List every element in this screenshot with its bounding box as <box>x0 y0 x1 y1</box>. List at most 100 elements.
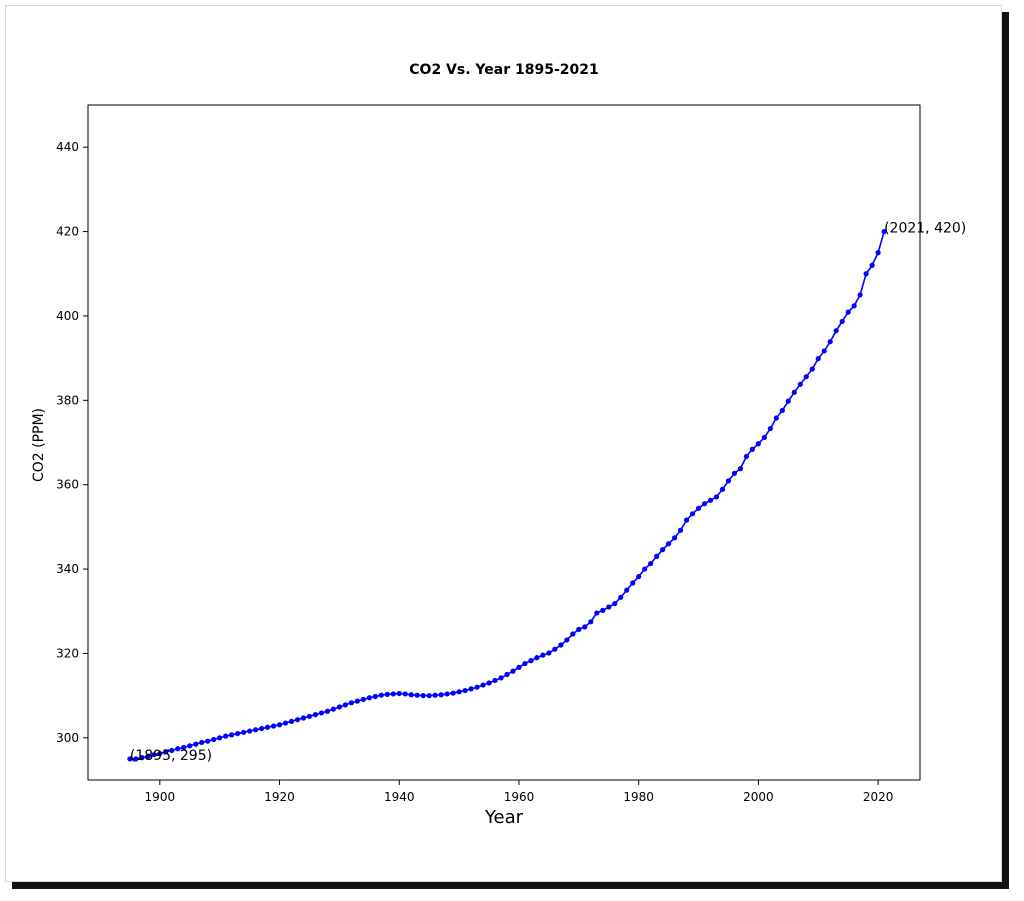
data-point <box>187 743 193 749</box>
data-point <box>312 712 319 718</box>
data-point <box>558 642 564 648</box>
y-tick-label: 420 <box>56 225 79 239</box>
point-annotation: (2021, 420) <box>884 221 966 237</box>
data-point <box>426 693 432 699</box>
annotations: (1895, 295) (2021, 420) <box>130 221 966 764</box>
y-tick-label: 360 <box>56 478 79 492</box>
data-point <box>785 398 791 404</box>
data-point <box>594 610 600 616</box>
data-point <box>654 553 660 560</box>
data-point <box>755 441 761 447</box>
x-tick-label: 1980 <box>623 790 654 804</box>
data-point <box>833 328 839 334</box>
data-point <box>169 747 175 754</box>
data-point <box>510 668 516 674</box>
data-point <box>677 527 684 533</box>
chart-title: CO2 Vs. Year 1895-2021 <box>409 62 598 78</box>
data-point <box>851 303 857 309</box>
data-point <box>205 738 211 744</box>
x-tick-label: 1900 <box>145 790 176 804</box>
data-point <box>402 691 408 697</box>
data-point <box>253 727 259 733</box>
y-tick-label: 300 <box>56 731 79 745</box>
data-point <box>223 733 229 739</box>
data-point <box>839 318 845 325</box>
data-point <box>354 698 360 704</box>
data-point <box>725 478 732 484</box>
co2-line-chart: CO2 Vs. Year 1895-2021 1900 1920 1940 1960 1… <box>31 62 966 828</box>
point-annotation: (1895, 295) <box>130 748 212 764</box>
data-point <box>869 262 875 268</box>
data-point <box>264 724 271 730</box>
data-point <box>241 729 247 735</box>
data-point <box>270 723 277 729</box>
data-point <box>396 690 402 697</box>
data-point <box>821 348 827 354</box>
data-point <box>181 744 187 751</box>
data-point <box>390 691 396 697</box>
y-axis-label: CO2 (PPM) <box>31 408 47 482</box>
data-point <box>342 702 348 708</box>
data-point <box>336 704 342 710</box>
data-point <box>127 756 133 762</box>
data-point <box>701 501 708 507</box>
data-point <box>468 686 474 692</box>
data-point <box>486 680 492 686</box>
data-point <box>683 517 690 523</box>
data-point <box>414 692 420 698</box>
data-point <box>791 389 797 395</box>
data-point <box>432 692 438 698</box>
x-tick-label: 1960 <box>504 790 535 804</box>
data-point <box>306 713 313 719</box>
data-point <box>875 250 881 256</box>
data-point <box>827 339 833 345</box>
data-point <box>462 687 468 694</box>
data-point <box>372 693 378 700</box>
data-point <box>456 689 462 695</box>
x-axis-label: Year <box>484 807 524 828</box>
data-point <box>642 566 648 572</box>
data-point <box>576 626 582 632</box>
data-point <box>803 374 809 380</box>
data-point <box>163 749 169 755</box>
data-point <box>522 660 528 667</box>
data-point <box>546 650 552 656</box>
data-point <box>588 619 594 625</box>
data-point <box>624 587 630 593</box>
data-point <box>480 682 486 688</box>
data-point <box>773 415 779 421</box>
y-tick-label: 340 <box>56 562 79 576</box>
y-axis: 300 320 340 360 380 400 420 440 <box>56 140 88 745</box>
data-point <box>444 691 450 697</box>
data-point <box>199 739 205 746</box>
co2-series-markers <box>127 228 887 762</box>
data-point <box>258 725 265 732</box>
data-point <box>492 677 498 684</box>
data-point <box>474 684 480 690</box>
plot-frame <box>87 104 921 781</box>
data-point <box>366 695 372 701</box>
data-point <box>498 675 504 681</box>
data-point <box>761 434 767 441</box>
data-point <box>618 594 624 600</box>
data-point <box>600 607 606 614</box>
data-point <box>731 470 738 476</box>
data-point <box>660 547 666 553</box>
data-point <box>630 580 636 586</box>
data-point <box>719 486 726 492</box>
data-point <box>384 691 390 697</box>
data-point <box>324 708 331 714</box>
data-point <box>211 736 217 743</box>
data-point <box>881 228 887 235</box>
y-tick-label: 380 <box>56 393 79 407</box>
data-point <box>671 535 678 541</box>
data-point <box>779 407 785 414</box>
data-point <box>689 511 696 517</box>
data-point <box>552 646 558 652</box>
data-point <box>636 574 642 580</box>
data-point <box>408 692 414 698</box>
x-tick-label: 2000 <box>743 790 774 804</box>
data-point <box>288 718 295 724</box>
x-tick-label: 1920 <box>264 790 295 804</box>
data-point <box>540 652 546 658</box>
